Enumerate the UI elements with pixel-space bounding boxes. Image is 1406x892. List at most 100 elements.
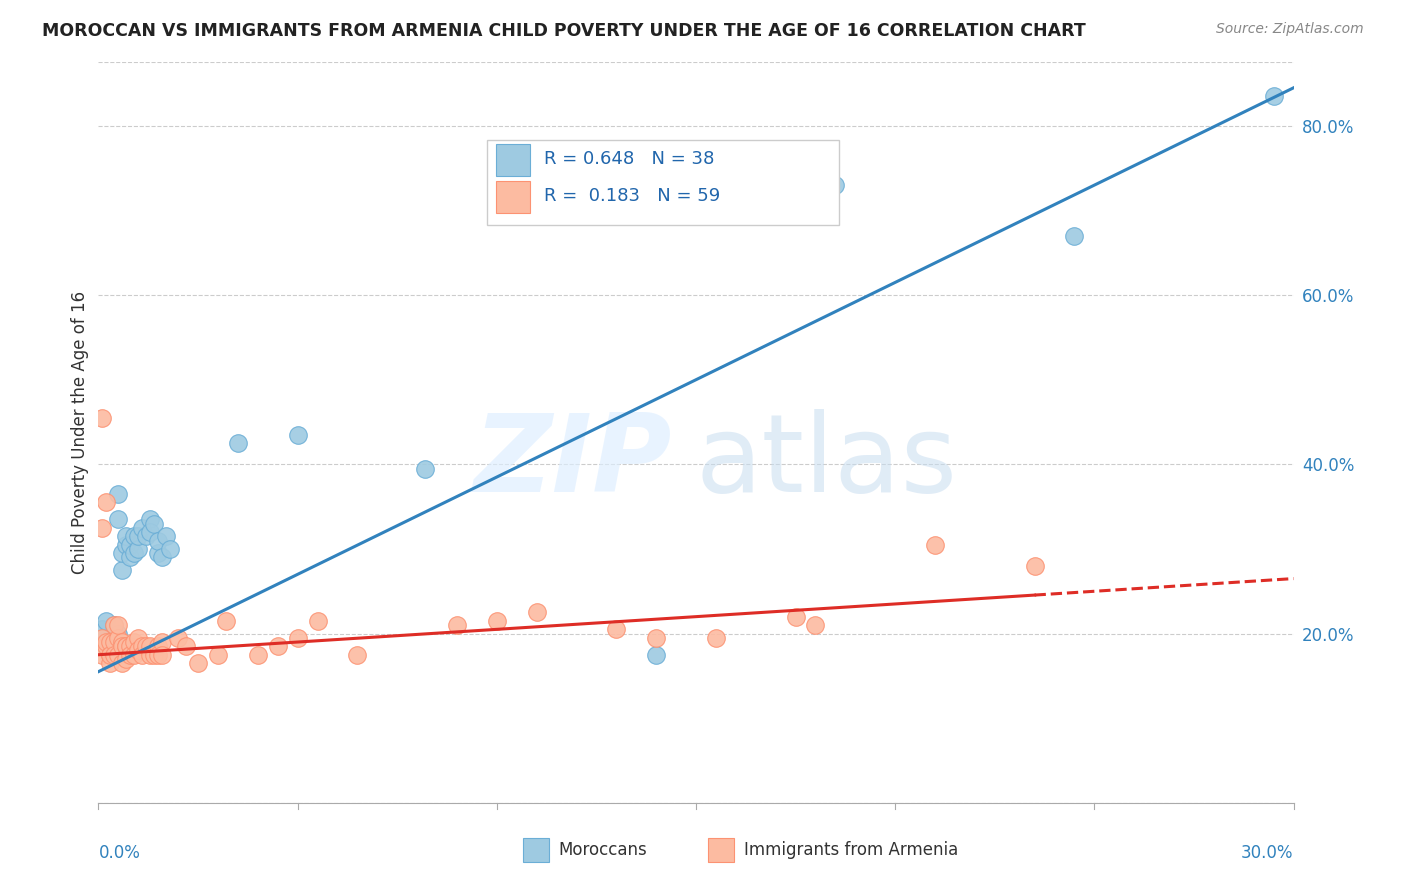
Point	[91, 521, 114, 535]
Text: R = 0.648   N = 38: R = 0.648 N = 38	[544, 150, 714, 168]
Point	[485, 614, 508, 628]
Point	[98, 648, 122, 662]
Point	[143, 648, 166, 662]
FancyBboxPatch shape	[523, 838, 548, 862]
Point	[174, 640, 197, 654]
Point	[159, 541, 181, 556]
Text: MOROCCAN VS IMMIGRANTS FROM ARMENIA CHILD POVERTY UNDER THE AGE OF 16 CORRELATIO: MOROCCAN VS IMMIGRANTS FROM ARMENIA CHIL…	[42, 22, 1085, 40]
Point	[111, 640, 134, 654]
Point	[150, 550, 173, 565]
Point	[215, 614, 238, 628]
Point	[115, 538, 138, 552]
Point	[115, 640, 138, 654]
Point	[98, 648, 122, 662]
Point	[526, 606, 548, 620]
Point	[148, 533, 170, 548]
Text: Moroccans: Moroccans	[558, 841, 647, 859]
Point	[91, 623, 114, 637]
Point	[924, 538, 946, 552]
Point	[107, 487, 129, 501]
Point	[103, 618, 125, 632]
Point	[804, 618, 827, 632]
Text: 30.0%: 30.0%	[1241, 844, 1294, 862]
Point	[139, 640, 162, 654]
Text: R =  0.183   N = 59: R = 0.183 N = 59	[544, 186, 720, 204]
Point	[115, 640, 138, 654]
Point	[124, 635, 146, 649]
Point	[413, 461, 436, 475]
Point	[96, 635, 118, 649]
Point	[267, 640, 290, 654]
Point	[824, 178, 846, 193]
Point	[446, 618, 468, 632]
Point	[103, 618, 125, 632]
Point	[139, 512, 162, 526]
Point	[207, 648, 229, 662]
Point	[91, 631, 114, 645]
Point	[155, 529, 177, 543]
Point	[187, 656, 209, 670]
Point	[120, 640, 142, 654]
Point	[148, 648, 170, 662]
Point	[115, 529, 138, 543]
Point	[704, 631, 727, 645]
Point	[1063, 228, 1085, 243]
Y-axis label: Child Poverty Under the Age of 16: Child Poverty Under the Age of 16	[70, 291, 89, 574]
Point	[143, 516, 166, 531]
Text: Immigrants from Armenia: Immigrants from Armenia	[744, 841, 957, 859]
Point	[91, 410, 114, 425]
Point	[131, 521, 153, 535]
Point	[131, 648, 153, 662]
Point	[98, 635, 122, 649]
Point	[91, 648, 114, 662]
Point	[135, 640, 157, 654]
Point	[1263, 89, 1285, 103]
Point	[111, 656, 134, 670]
Point	[96, 495, 118, 509]
Point	[98, 648, 122, 662]
Point	[98, 635, 122, 649]
Point	[1024, 558, 1046, 573]
Text: Source: ZipAtlas.com: Source: ZipAtlas.com	[1216, 22, 1364, 37]
Point	[287, 631, 309, 645]
Point	[107, 618, 129, 632]
FancyBboxPatch shape	[496, 181, 530, 212]
Point	[645, 648, 668, 662]
Point	[96, 614, 118, 628]
Point	[246, 648, 269, 662]
Point	[307, 614, 329, 628]
Point	[150, 648, 173, 662]
Point	[226, 436, 249, 450]
Point	[148, 546, 170, 560]
Point	[785, 609, 807, 624]
Point	[645, 631, 668, 645]
Point	[103, 631, 125, 645]
Point	[605, 623, 627, 637]
Point	[120, 648, 142, 662]
Point	[167, 631, 190, 645]
Point	[148, 640, 170, 654]
Point	[107, 512, 129, 526]
Point	[127, 541, 149, 556]
Point	[103, 635, 125, 649]
Point	[135, 529, 157, 543]
Point	[107, 626, 129, 640]
Point	[287, 427, 309, 442]
Point	[346, 648, 368, 662]
Point	[111, 546, 134, 560]
Point	[107, 648, 129, 662]
Point	[96, 640, 118, 654]
Point	[127, 643, 149, 657]
Point	[139, 524, 162, 539]
Point	[124, 529, 146, 543]
FancyBboxPatch shape	[709, 838, 734, 862]
Point	[120, 538, 142, 552]
Point	[96, 640, 118, 654]
Point	[98, 656, 122, 670]
Point	[91, 631, 114, 645]
Point	[124, 546, 146, 560]
Point	[120, 550, 142, 565]
Point	[127, 529, 149, 543]
FancyBboxPatch shape	[496, 144, 530, 176]
Point	[111, 563, 134, 577]
